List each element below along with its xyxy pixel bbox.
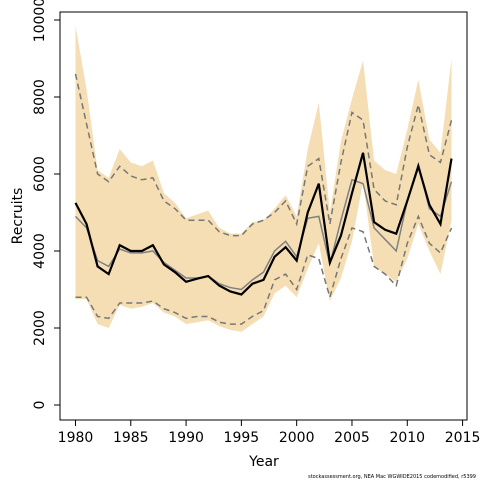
y-tick-label: 6000 — [32, 156, 48, 192]
y-tick-label: 10000 — [32, 0, 48, 42]
y-tick-label: 0 — [32, 401, 48, 410]
x-tick-label: 2015 — [445, 430, 480, 446]
y-axis-label: Recruits — [10, 188, 26, 245]
x-axis-label: Year — [248, 454, 279, 470]
x-tick-label: 1995 — [224, 430, 260, 446]
y-tick-label: 2000 — [32, 310, 48, 346]
x-tick-label: 1985 — [113, 430, 149, 446]
confidence-band — [75, 25, 452, 332]
series-line — [75, 214, 453, 325]
footnote: stockassessment.org, NEA Mac WGWIDE2015 … — [308, 474, 476, 480]
x-tick-label: 1990 — [168, 430, 204, 446]
x-tick-label: 2010 — [389, 430, 425, 446]
y-tick-label: 4000 — [32, 233, 48, 269]
plot-frame — [59, 11, 468, 421]
x-tick-label: 2005 — [334, 430, 370, 446]
y-tick-label: 8000 — [32, 79, 48, 115]
x-tick-label: 1980 — [58, 430, 94, 446]
series-line — [74, 152, 453, 296]
x-tick-label: 2000 — [279, 430, 315, 446]
series-line — [74, 161, 453, 291]
